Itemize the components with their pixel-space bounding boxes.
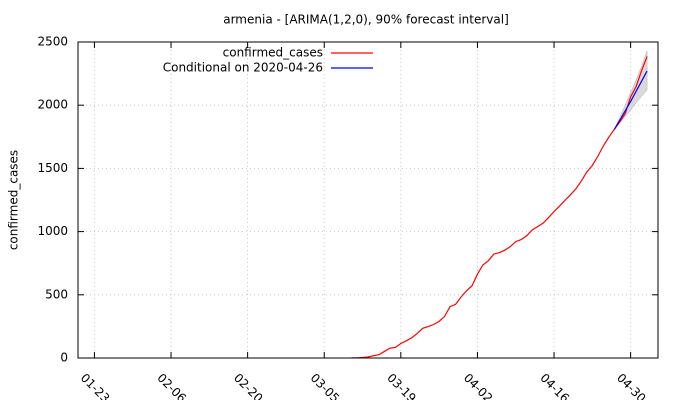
plot-border (77, 41, 659, 359)
x-tick-label: 02-06 (154, 371, 189, 400)
x-tick-label: 04-16 (537, 371, 572, 400)
x-tick-label: 04-30 (614, 371, 649, 400)
x-tick-label: 03-05 (308, 371, 343, 400)
x-tick-label: 01-23 (78, 371, 113, 400)
y-tick-label: 0 (60, 351, 68, 365)
y-tick-label: 1000 (37, 224, 68, 238)
x-tick-label: 04-02 (461, 371, 496, 400)
series-line (613, 70, 648, 130)
series-line (351, 56, 648, 359)
y-tick-label: 2000 (37, 98, 68, 112)
y-tick-label: 2500 (37, 35, 68, 49)
chart-title: armenia - [ARIMA(1,2,0), 90% forecast in… (223, 13, 509, 27)
y-tick-label: 500 (45, 287, 68, 301)
forecast-interval (614, 50, 648, 130)
x-tick-label: 02-20 (231, 371, 266, 400)
y-axis-label: confirmed_cases (7, 150, 21, 250)
x-tick-label: 03-19 (384, 371, 419, 400)
legend-label: confirmed_cases (223, 46, 323, 60)
y-tick-label: 1500 (37, 161, 68, 175)
legend-label: Conditional on 2020-04-26 (163, 61, 323, 75)
